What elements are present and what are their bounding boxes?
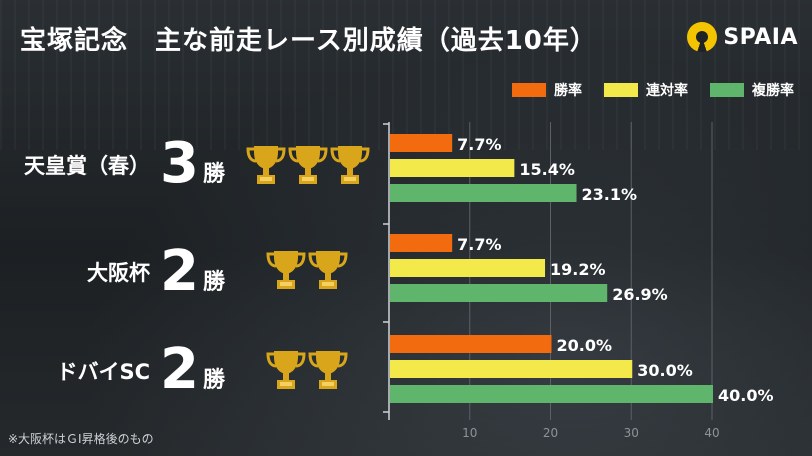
trophy-icon bbox=[266, 247, 306, 291]
wins-count: 3 bbox=[160, 131, 199, 196]
x-tick-label: 30 bbox=[624, 426, 639, 440]
bar-value-label: 15.4% bbox=[519, 160, 575, 179]
row-label-dubai-sc: ドバイSC bbox=[56, 360, 150, 384]
bar-value-label: 40.0% bbox=[718, 386, 774, 405]
bar-value-label: 20.0% bbox=[557, 336, 613, 355]
wins-unit: 勝 bbox=[202, 162, 225, 187]
bar bbox=[390, 234, 453, 252]
wins-osaka-hai: 2 勝 bbox=[160, 244, 225, 300]
bar-value-label: 30.0% bbox=[637, 361, 693, 380]
spaia-logo: SPAIA bbox=[687, 22, 798, 52]
spaia-logo-icon bbox=[687, 22, 718, 52]
legend-swatch-win-rate bbox=[512, 83, 546, 97]
x-tick-label: 10 bbox=[462, 426, 477, 440]
background-stripes bbox=[0, 0, 812, 150]
bar-value-label: 26.9% bbox=[612, 285, 668, 304]
bar bbox=[390, 134, 453, 152]
wins-unit: 勝 bbox=[202, 368, 225, 393]
x-tick-label: 40 bbox=[704, 426, 719, 440]
bar bbox=[390, 184, 577, 202]
x-tick-label: 20 bbox=[543, 426, 558, 440]
bar-value-label: 19.2% bbox=[550, 260, 606, 279]
bar bbox=[390, 259, 546, 277]
wins-tenno-sho: 3 勝 bbox=[160, 136, 225, 192]
bar bbox=[390, 335, 552, 353]
trophy-icon bbox=[266, 347, 306, 391]
legend-item-place-rate: 複勝率 bbox=[710, 80, 794, 100]
row-label-tenno-sho: 天皇賞（春） bbox=[24, 154, 150, 178]
trophy-icon bbox=[288, 142, 328, 186]
trophies-dubai-sc bbox=[266, 347, 348, 391]
bar-value-label: 7.7% bbox=[457, 135, 501, 154]
trophy-icon bbox=[330, 142, 370, 186]
legend-label-quinella-rate: 連対率 bbox=[646, 83, 688, 99]
wins-count: 2 bbox=[160, 337, 199, 402]
trophies-osaka-hai bbox=[266, 247, 348, 291]
wins-count: 2 bbox=[160, 239, 199, 304]
legend-swatch-place-rate bbox=[710, 83, 744, 97]
legend-label-win-rate: 勝率 bbox=[554, 83, 582, 99]
trophy-icon bbox=[308, 347, 348, 391]
legend-item-quinella-rate: 連対率 bbox=[604, 80, 688, 100]
bar bbox=[390, 385, 713, 403]
bar bbox=[390, 360, 633, 378]
wins-dubai-sc: 2 勝 bbox=[160, 342, 225, 398]
bar-value-label: 23.1% bbox=[582, 185, 638, 204]
footnote: ※大阪杯はＧⅠ昇格後のもの bbox=[8, 432, 154, 446]
row-label-osaka-hai: 大阪杯 bbox=[87, 261, 150, 285]
legend-label-place-rate: 複勝率 bbox=[752, 83, 794, 99]
legend-item-win-rate: 勝率 bbox=[512, 80, 582, 100]
bar-value-label: 7.7% bbox=[457, 235, 501, 254]
spaia-logo-text: SPAIA bbox=[723, 24, 798, 50]
trophy-icon bbox=[308, 247, 348, 291]
bar bbox=[390, 159, 515, 177]
trophies-tenno-sho bbox=[246, 142, 370, 186]
bar bbox=[390, 284, 608, 302]
legend: 勝率 連対率 複勝率 bbox=[512, 80, 794, 100]
trophy-icon bbox=[246, 142, 286, 186]
wins-unit: 勝 bbox=[202, 270, 225, 295]
legend-swatch-quinella-rate bbox=[604, 83, 638, 97]
chart-title: 宝塚記念 主な前走レース別成績（過去10年） bbox=[20, 26, 597, 56]
